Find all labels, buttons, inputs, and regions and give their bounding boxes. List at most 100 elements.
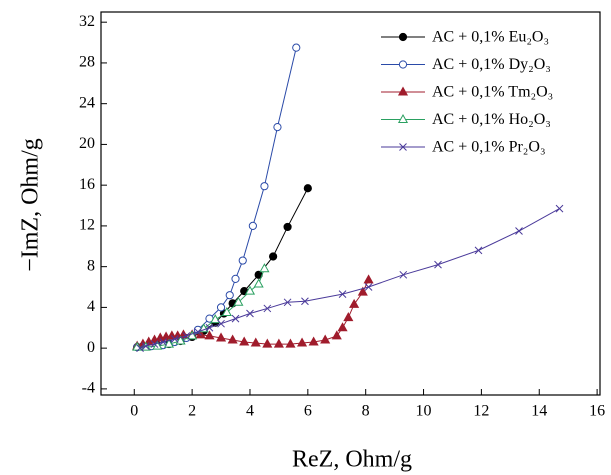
data-point [474, 246, 483, 255]
data-point [216, 303, 226, 312]
x-tick-label: 14 [531, 403, 547, 420]
data-point [349, 298, 360, 308]
plot-frame [100, 11, 601, 396]
data-point [283, 222, 292, 232]
data-point [198, 323, 209, 333]
data-point [150, 340, 159, 348]
data-point [399, 270, 408, 279]
data-point [269, 252, 278, 261]
legend-label: AC + 0,1% Ho₂O₃ [432, 111, 551, 128]
data-point [205, 323, 214, 332]
data-point [337, 322, 348, 332]
data-point [159, 338, 168, 346]
x-tick-label: 0 [130, 403, 138, 420]
data-point [357, 286, 368, 296]
series [132, 274, 374, 350]
data-point [225, 291, 234, 300]
series [133, 43, 301, 352]
data-point [292, 43, 301, 52]
data-point [187, 330, 198, 340]
y-tick-label: 4 [87, 298, 95, 315]
data-point [343, 312, 354, 322]
legend-item: AC + 0,1% Tm₂O₃ [381, 84, 553, 101]
data-point [238, 256, 247, 265]
y-tick-label: 8 [87, 257, 95, 274]
x-tick-label: 2 [188, 403, 196, 420]
data-point [434, 260, 442, 269]
data-point [170, 335, 179, 343]
data-point [259, 263, 270, 273]
data-point [141, 342, 150, 350]
data-point [263, 304, 272, 313]
x-tick-label: 8 [362, 403, 370, 420]
y-tick-label: 12 [79, 217, 95, 234]
legend-marker [398, 32, 408, 42]
data-point [227, 334, 238, 344]
series [136, 204, 564, 352]
data-point [231, 274, 240, 283]
y-tick-label: 24 [79, 94, 95, 111]
data-point [231, 314, 240, 323]
legend-label: AC + 0,1% Tm₂O₃ [432, 84, 553, 101]
data-point [285, 338, 296, 348]
data-point [136, 344, 144, 352]
data-point [194, 327, 202, 336]
data-point [363, 274, 374, 284]
y-tick-label: 0 [87, 339, 95, 356]
y-axis-label: −ImZ, Ohm/g [18, 138, 44, 272]
data-point [301, 297, 309, 306]
legend-item: AC + 0,1% Pr₂O₃ [381, 139, 546, 156]
data-point [364, 283, 373, 291]
legend-label: AC + 0,1% Eu₂O₃ [432, 29, 549, 46]
data-point [204, 330, 215, 340]
y-tick-label: 20 [79, 135, 95, 152]
x-axis-label: ReZ, Ohm/g [292, 447, 412, 473]
legend-item: AC + 0,1% Eu₂O₃ [381, 29, 549, 46]
data-point [233, 296, 244, 306]
legend-item: AC + 0,1% Ho₂O₃ [381, 111, 551, 128]
data-point [308, 336, 319, 346]
data-point [244, 285, 256, 295]
data-point [296, 337, 308, 347]
x-tick-label: 16 [589, 403, 605, 420]
data-point [262, 338, 273, 348]
data-point [182, 332, 191, 340]
data-point [283, 298, 292, 307]
y-tick-label: -4 [82, 380, 95, 397]
data-point [320, 334, 331, 344]
series [132, 263, 270, 351]
legend-marker [398, 60, 408, 69]
data-point [260, 182, 269, 191]
y-tick-label: 28 [79, 54, 95, 71]
legend-marker [397, 113, 409, 123]
data-point [217, 319, 225, 328]
data-point [248, 221, 257, 231]
legend-label: AC + 0,1% Dy₂O₃ [432, 56, 551, 73]
data-point [246, 309, 254, 318]
data-point [273, 338, 284, 348]
data-point [250, 337, 261, 347]
x-tick-label: 4 [246, 403, 254, 420]
legend-marker [399, 143, 407, 151]
legend-marker [397, 86, 409, 96]
data-point [253, 278, 264, 288]
series-line [137, 47, 297, 348]
data-point [338, 290, 347, 299]
y-tick-label: 32 [79, 13, 95, 30]
y-tick-label: 16 [79, 176, 95, 193]
data-point [555, 204, 564, 213]
data-point [239, 336, 250, 346]
data-point [221, 306, 232, 316]
x-tick-label: 6 [304, 403, 312, 420]
data-point [331, 330, 342, 340]
legend-label: AC + 0,1% Pr₂O₃ [432, 139, 546, 156]
data-point [210, 314, 221, 324]
x-tick-label: 10 [416, 403, 432, 420]
data-point [515, 227, 523, 235]
data-point [273, 123, 282, 132]
data-point [303, 184, 312, 193]
data-point [215, 332, 227, 342]
x-tick-label: 12 [473, 403, 489, 420]
